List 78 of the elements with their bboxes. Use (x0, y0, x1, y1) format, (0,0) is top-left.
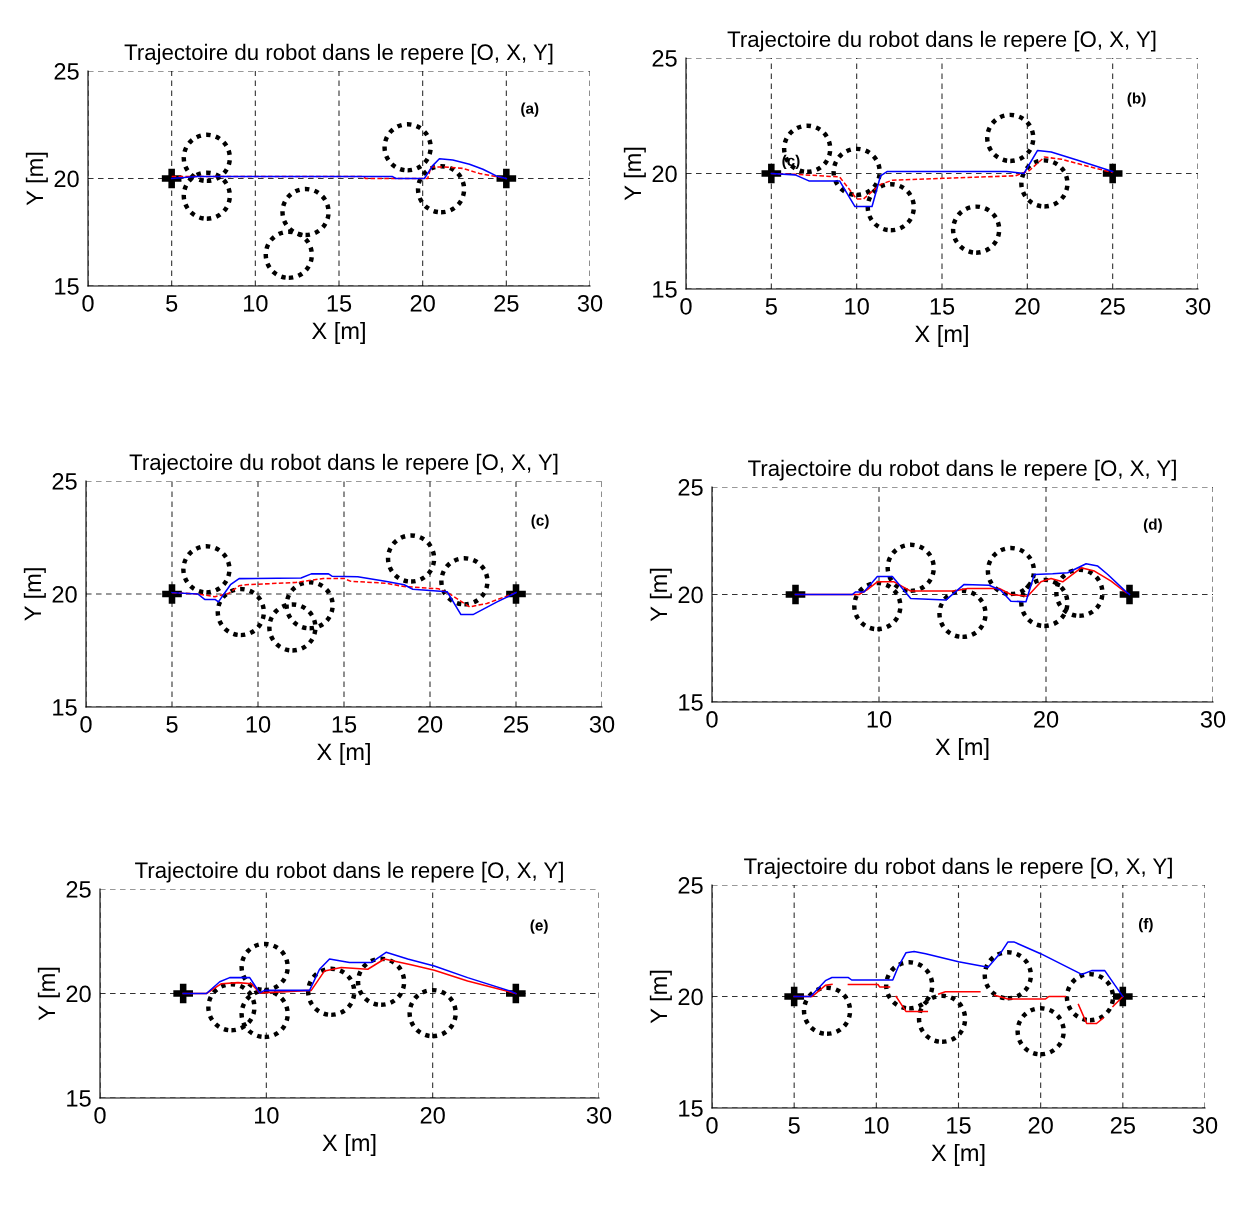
x-tick-label: 0 (706, 710, 718, 728)
x-tick-label: 10 (867, 710, 892, 728)
x-tick-label: 5 (166, 716, 178, 733)
annotation: (a) (521, 102, 539, 117)
chart-title: Trajectoire du robot dans le repere [O, X, Y] (744, 857, 1172, 879)
y-tick-label: 20 (54, 170, 79, 188)
x-tick-label: 30 (586, 1106, 612, 1124)
x-tick-label: 20 (410, 294, 435, 312)
x-tick-label: 20 (1015, 297, 1040, 315)
y-axis-title: Y [m] (23, 568, 46, 621)
x-tick-label: 10 (244, 294, 268, 312)
annotation: (d) (1143, 518, 1162, 533)
x-axis-title: X [m] (316, 742, 370, 765)
x-tick-label: 0 (80, 715, 92, 733)
x-tick-label: 20 (1028, 1116, 1053, 1134)
chart-title: Trajectoire du robot dans le repere [O, X, Y] (124, 43, 553, 65)
chart-title: Trajectoire du robot dans le repere [O, X, Y] (748, 459, 1176, 481)
y-axis-title: Y [m] (37, 967, 60, 1021)
y-tick-label: 25 (652, 50, 677, 67)
y-tick-label: 15 (67, 1090, 91, 1107)
x-tick-label: 5 (788, 1117, 800, 1134)
x-tick-label: 0 (94, 1106, 106, 1124)
x-tick-label: 5 (166, 295, 178, 312)
y-tick-label: 25 (66, 881, 91, 898)
y-tick-label: 15 (653, 281, 677, 298)
x-axis-title: X [m] (322, 1133, 376, 1156)
x-tick-label: 20 (418, 715, 443, 733)
x-tick-label: 15 (947, 1117, 971, 1134)
y-axis-title: Y [m] (649, 970, 672, 1024)
x-tick-label: 10 (246, 715, 271, 733)
x-tick-label: 15 (332, 716, 357, 733)
x-tick-label: 15 (930, 298, 955, 315)
y-tick-label: 20 (678, 586, 703, 604)
x-axis-title: X [m] (935, 737, 989, 760)
y-tick-label: 20 (66, 985, 91, 1003)
y-tick-label: 15 (679, 694, 703, 711)
x-tick-label: 10 (255, 1106, 279, 1124)
chart-title: Trajectoire du robot dans le repere [O, X, Y] (135, 861, 563, 883)
y-tick-label: 15 (53, 699, 77, 716)
y-tick-label: 15 (55, 278, 79, 295)
x-tick-label: 30 (577, 294, 603, 312)
x-tick-label: 10 (865, 1116, 889, 1134)
annotation: (f) (1138, 918, 1153, 933)
x-tick-label: 30 (589, 715, 615, 733)
x-tick-label: 0 (82, 294, 94, 312)
x-tick-label: 25 (504, 715, 529, 733)
y-axis-title: Y [m] (623, 147, 646, 201)
x-axis-title: X [m] (914, 324, 968, 347)
y-tick-label: 20 (652, 165, 677, 183)
x-tick-label: 15 (327, 295, 352, 312)
y-tick-label: 20 (678, 988, 703, 1006)
y-tick-label: 20 (52, 586, 77, 603)
x-tick-label: 5 (765, 298, 777, 315)
x-tick-label: 0 (680, 297, 692, 315)
y-tick-label: 25 (678, 877, 703, 894)
y-tick-label: 25 (54, 63, 79, 80)
x-tick-label: 30 (1192, 1116, 1218, 1134)
x-tick-label: 30 (1200, 710, 1226, 728)
x-tick-label: 25 (494, 294, 519, 312)
y-tick-label: 25 (678, 479, 703, 496)
x-tick-label: 25 (1100, 297, 1125, 315)
x-axis-title: X [m] (931, 1143, 985, 1166)
x-tick-label: 0 (706, 1116, 718, 1134)
chart-title: Trajectoire du robot dans le repere [O, X, Y] (727, 30, 1156, 52)
x-tick-label: 25 (1110, 1116, 1135, 1134)
y-axis-title: Y [m] (649, 568, 672, 622)
chart-title: Trajectoire du robot dans le repere [O, X, Y] (129, 453, 558, 475)
x-tick-label: 10 (845, 297, 869, 315)
x-axis-title: X [m] (311, 321, 365, 344)
annotation: (c) (531, 514, 549, 529)
annotation: (e) (530, 919, 548, 934)
x-tick-label: 20 (420, 1106, 445, 1124)
y-tick-label: 25 (52, 473, 77, 490)
y-axis-title: Y [m] (25, 152, 48, 206)
x-tick-label: 20 (1034, 710, 1059, 728)
x-tick-label: 30 (1185, 297, 1211, 315)
annotation: (c) (782, 154, 800, 170)
annotation: (b) (1127, 92, 1146, 107)
